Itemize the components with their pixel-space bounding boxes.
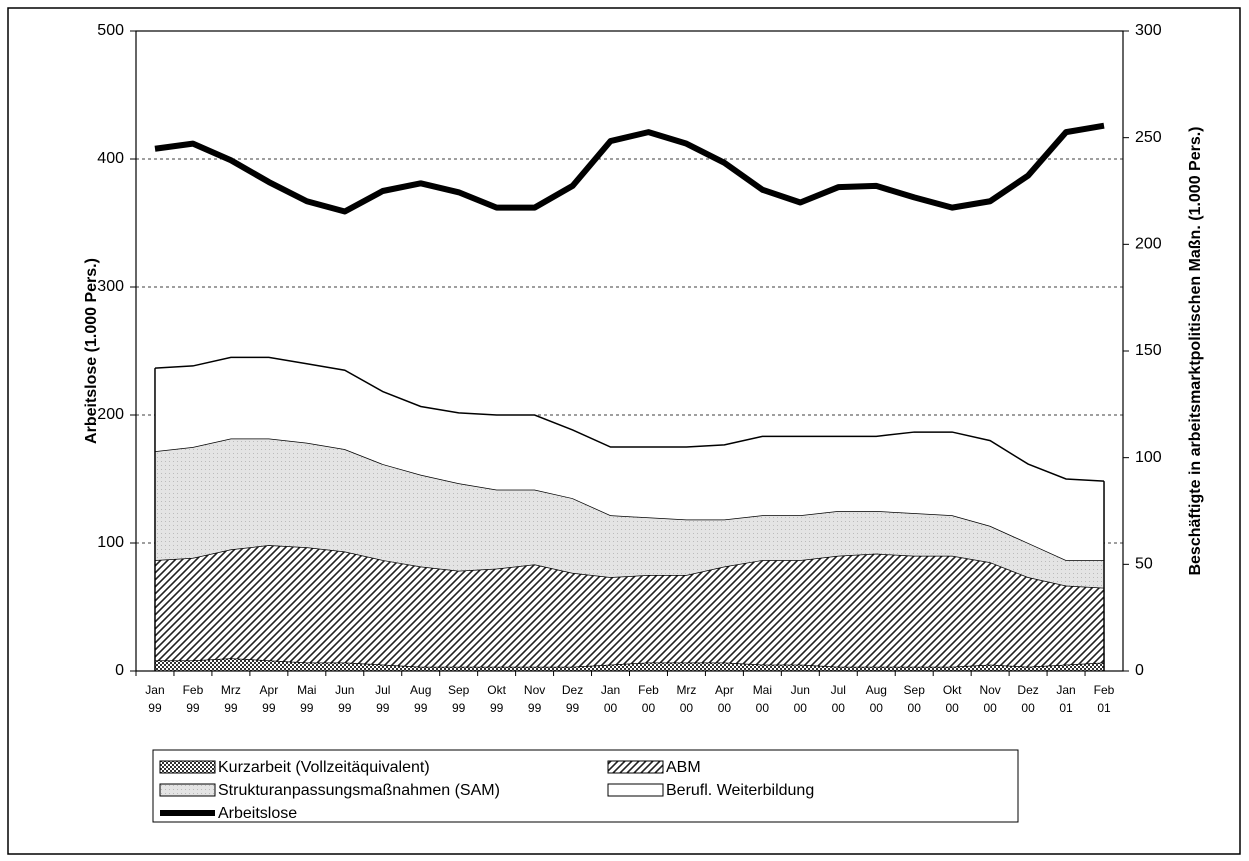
legend-label: Berufl. Weiterbildung — [666, 782, 814, 799]
x-tick-label: Dez 99 — [561, 683, 584, 715]
x-tick-label: Mai 00 — [752, 683, 773, 715]
x-tick-label: Mrz 99 — [220, 683, 241, 715]
area — [154, 658, 1105, 671]
legend-swatch — [607, 760, 664, 774]
y2-axis-label: Beschäftigte in arbeitsmarktpolitischen … — [1187, 126, 1204, 575]
y-axis-label: Arbeitslose (1.000 Pers.) — [83, 258, 100, 444]
legend-swatch — [159, 783, 216, 797]
y2-tick-label: 0 — [1135, 662, 1144, 679]
area — [154, 357, 1105, 561]
x-tick-label: Mrz 00 — [676, 683, 697, 715]
legend-swatch — [607, 783, 664, 797]
y-tick-label: 500 — [97, 22, 124, 39]
area — [154, 438, 1105, 588]
x-tick-label: Nov 00 — [979, 683, 1001, 715]
legend-label: ABM — [666, 759, 701, 776]
y-tick-label: 0 — [115, 662, 124, 679]
x-tick-label: Aug 00 — [865, 683, 887, 715]
area — [154, 545, 1105, 667]
legend — [152, 749, 1019, 823]
x-tick-label: Nov 99 — [523, 683, 546, 715]
x-tick-label: Jun 99 — [335, 683, 355, 715]
x-tick-label: Mai 99 — [297, 683, 317, 715]
frame — [7, 7, 1241, 855]
x-tick-label: Aug 99 — [410, 683, 432, 715]
x-tick-label: Okt 99 — [487, 683, 506, 715]
x-tick-label: Dez 00 — [1017, 683, 1039, 715]
x-tick-label: Jan 01 — [1056, 683, 1076, 715]
y-tick-label: 400 — [97, 150, 124, 167]
x-tick-label: Feb 99 — [182, 683, 204, 715]
x-tick-label: Apr 00 — [715, 683, 734, 715]
y2-tick-label: 50 — [1135, 556, 1153, 573]
y-tick-label: 100 — [97, 534, 124, 551]
y2-tick-label: 150 — [1135, 342, 1162, 359]
legend-label: Strukturanpassungsmaßnahmen (SAM) — [218, 782, 500, 799]
x-tick-label: Feb 01 — [1093, 683, 1115, 715]
x-tick-label: Okt 00 — [942, 683, 962, 715]
y2-tick-label: 100 — [1135, 449, 1162, 466]
x-tick-label: Jan 99 — [145, 683, 165, 715]
legend-label: Kurzarbeit (Vollzeitäquivalent) — [218, 759, 430, 776]
y-tick-label: 200 — [97, 406, 124, 423]
x-tick-label: Jul 00 — [830, 683, 846, 715]
x-tick-label: Jun 00 — [790, 683, 810, 715]
x-tick-label: Feb 00 — [638, 683, 659, 715]
x-tick-label: Sep 00 — [903, 683, 925, 715]
x-tick-label: Apr 99 — [259, 683, 279, 715]
legend-label: Arbeitslose — [218, 805, 297, 822]
x-tick-label: Jan 00 — [600, 683, 621, 715]
y2-tick-label: 250 — [1135, 129, 1162, 146]
line — [154, 122, 1105, 215]
y2-tick-label: 200 — [1135, 236, 1162, 253]
x-tick-label: Sep 99 — [447, 683, 470, 715]
area-edge — [154, 356, 1105, 482]
y2-tick-label: 300 — [1135, 22, 1162, 39]
x-tick-label: Jul 99 — [375, 683, 391, 715]
legend-swatch — [159, 760, 216, 774]
y-tick-label: 300 — [97, 278, 124, 295]
